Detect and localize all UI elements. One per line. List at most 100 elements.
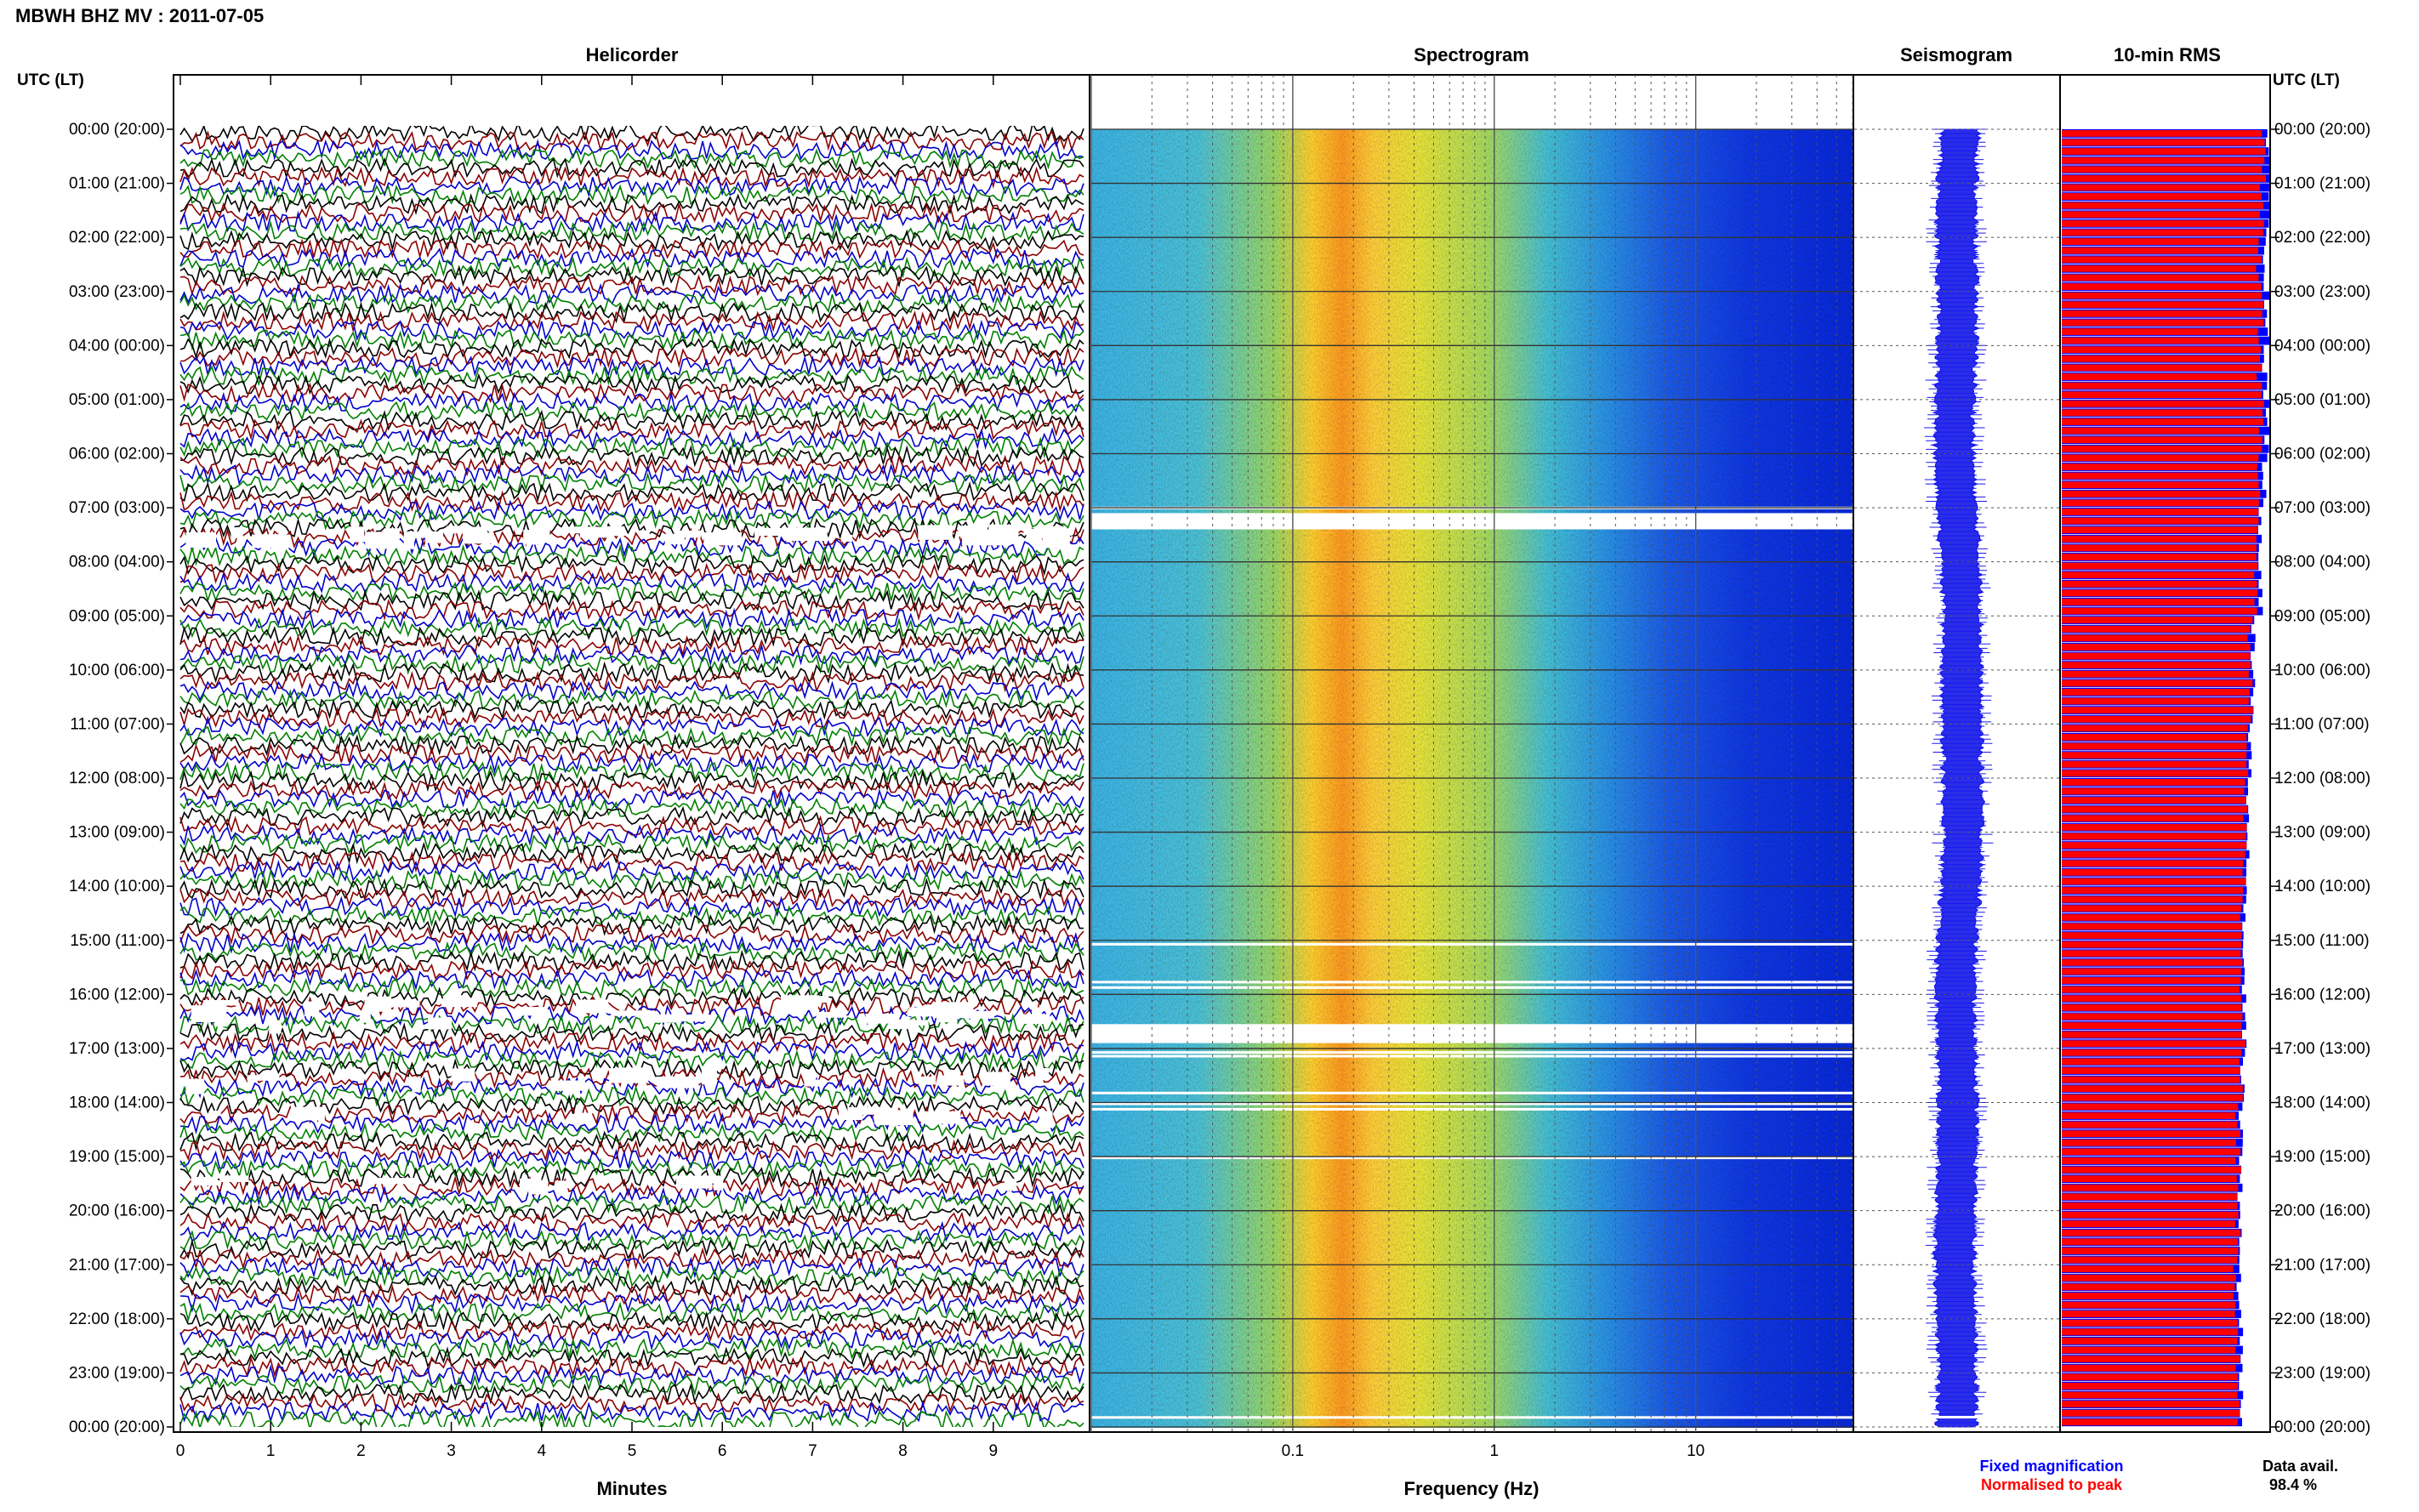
helicorder-gap: [713, 1175, 724, 1191]
spectrogram-gap: [1091, 1157, 1853, 1160]
time-label-left: 13:00 (09:00): [69, 824, 165, 842]
rms-bar-normalised: [2062, 760, 2247, 768]
helicorder-trace: [179, 1409, 1084, 1427]
rms-bar-normalised: [2062, 1274, 2236, 1282]
time-label-right: 07:00 (03:00): [2274, 499, 2371, 517]
helicorder-trace: [179, 1013, 1084, 1036]
helicorder-trace: [179, 1003, 1084, 1027]
data-availability-value: 98.4 %: [2269, 1476, 2317, 1493]
helicorder-gap: [210, 1111, 221, 1117]
helicorder-trace: [179, 977, 1084, 999]
rms-bar-normalised: [2062, 1121, 2238, 1128]
rms-bar-normalised: [2062, 950, 2241, 958]
data-availability-label: Data avail.: [2262, 1458, 2338, 1475]
helicorder-trace: [179, 463, 1084, 486]
minutes-axis-label: Minutes: [596, 1478, 667, 1499]
helicorder-gap: [443, 995, 467, 1001]
rms-bar-normalised: [2062, 526, 2258, 534]
time-label-right: 16:00 (12:00): [2274, 986, 2371, 1003]
helicorder-gap: [841, 534, 853, 542]
helicorder-gap: [579, 526, 608, 538]
rms-bar-normalised: [2062, 418, 2263, 425]
time-label-left: 21:00 (17:00): [69, 1256, 165, 1274]
rms-bar-normalised: [2062, 264, 2257, 272]
helicorder-trace: [179, 1283, 1084, 1306]
helicorder-gap: [754, 527, 790, 537]
helicorder-trace: [179, 319, 1084, 342]
helicorder-trace: [179, 499, 1084, 522]
helicorder-gap: [918, 1076, 936, 1085]
rms-bar-normalised: [2062, 1193, 2238, 1201]
time-label-left: 16:00 (12:00): [69, 986, 165, 1003]
rms-bar-normalised: [2062, 1248, 2239, 1254]
rms-bar-normalised: [2062, 148, 2266, 155]
helicorder-trace: [179, 986, 1084, 1009]
rms-bar-normalised: [2062, 895, 2243, 903]
time-label-left: 17:00 (13:00): [69, 1040, 165, 1058]
helicorder-trace: [179, 1247, 1084, 1270]
helicorder-trace: [179, 139, 1084, 161]
helicorder-trace: [179, 994, 1084, 1017]
time-label-right: 18:00 (14:00): [2274, 1094, 2371, 1112]
rms-bar-normalised: [2062, 913, 2240, 921]
helicorder-trace: [179, 1328, 1084, 1351]
rms-bar-normalised: [2062, 139, 2265, 146]
helicorder-trace: [179, 1058, 1084, 1081]
helicorder-trace: [179, 554, 1084, 577]
rms-bar-normalised: [2062, 850, 2245, 858]
rms-bar-normalised: [2062, 589, 2258, 597]
time-label-left: 14:00 (10:00): [69, 878, 165, 895]
helicorder-gap: [877, 1110, 914, 1125]
helicorder-trace: [179, 895, 1084, 918]
rms-bar-normalised: [2062, 679, 2253, 687]
minute-tick-label: 4: [538, 1442, 547, 1460]
rms-bar-normalised: [2062, 734, 2247, 741]
rms-bar-normalised: [2062, 697, 2249, 705]
rms-bar-normalised: [2062, 1184, 2239, 1191]
helicorder-gap: [918, 525, 953, 540]
time-label-right: 23:00 (19:00): [2274, 1364, 2371, 1382]
helicorder-trace: [179, 706, 1084, 730]
helicorder-gap: [191, 1177, 218, 1186]
time-label-left: 04:00 (00:00): [69, 337, 165, 355]
helicorder-trace: [179, 949, 1084, 973]
helicorder-trace: [179, 725, 1084, 747]
helicorder-trace: [179, 1148, 1084, 1171]
helicorder-trace: [179, 1337, 1084, 1360]
helicorder-gap: [231, 527, 243, 538]
rms-bar-normalised: [2062, 617, 2253, 624]
rms-bar-normalised: [2062, 1085, 2243, 1093]
x-axes: 0 1 2 3 4 5 6 7 8 9 0.1 1 10: [176, 75, 1705, 1460]
time-label-left: 20:00 (16:00): [69, 1202, 165, 1220]
rms-bar-normalised: [2062, 599, 2255, 605]
rms-bar-normalised: [2062, 571, 2255, 579]
rms-bar-normalised: [2062, 355, 2260, 362]
helicorder-title: Helicorder: [586, 44, 679, 65]
frequency-axis-label: Frequency (Hz): [1404, 1478, 1540, 1499]
rms-bar-normalised: [2062, 156, 2265, 164]
helicorder-trace: [179, 202, 1084, 225]
spectrogram-gap: [1091, 942, 1853, 946]
rms-title: 10-min RMS: [2114, 44, 2221, 65]
helicorder-gap: [957, 526, 981, 537]
rms-bar-normalised: [2062, 454, 2259, 462]
helicorder-gap: [1016, 1014, 1050, 1024]
rms-bar-normalised: [2062, 382, 2262, 389]
helicorder-gap: [469, 526, 488, 539]
helicorder-gap: [427, 1017, 452, 1030]
time-label-right: 03:00 (23:00): [2274, 283, 2371, 301]
rms-bar-normalised: [2062, 130, 2262, 137]
minute-tick-label: 5: [628, 1442, 637, 1460]
time-label-left: 05:00 (01:00): [69, 391, 165, 409]
time-label-left: 12:00 (08:00): [69, 770, 165, 787]
rms-bar-normalised: [2062, 409, 2262, 417]
helicorder-trace: [179, 688, 1084, 711]
rms-bar-normalised: [2062, 1175, 2237, 1183]
rms-bar-normalised: [2062, 868, 2243, 876]
spectrogram-gap: [1091, 1024, 1853, 1043]
helicorder-trace: [179, 571, 1084, 594]
helicorder-trace: [179, 1292, 1084, 1316]
helicorder-gap: [1032, 1007, 1043, 1019]
helicorder-trace: [179, 589, 1084, 612]
